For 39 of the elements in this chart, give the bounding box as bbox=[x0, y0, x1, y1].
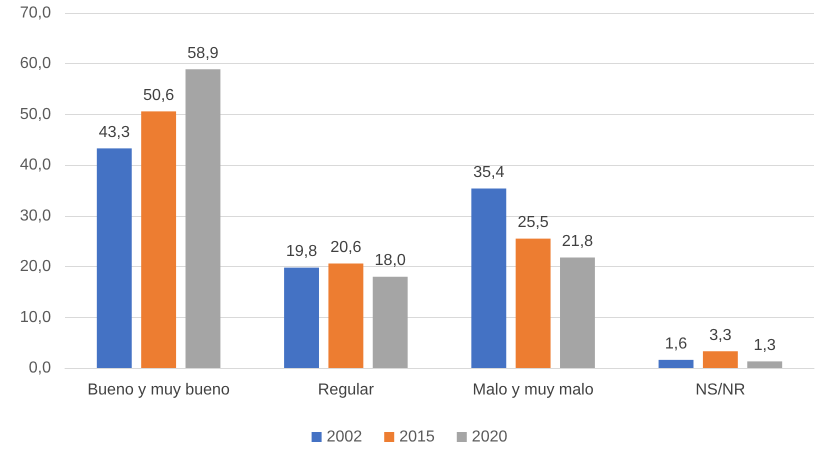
data-label: 43,3 bbox=[98, 124, 130, 141]
x-tick-label: Malo y muy malo bbox=[472, 382, 594, 398]
bar bbox=[560, 257, 595, 368]
data-label: 58,9 bbox=[187, 44, 219, 62]
data-label: 50,6 bbox=[143, 86, 174, 104]
bar bbox=[516, 238, 551, 368]
x-tick-label: Bueno y muy bueno bbox=[87, 382, 230, 398]
legend-label: 2002 bbox=[326, 428, 362, 446]
bar bbox=[702, 351, 738, 368]
x-tick-label: NS/NR bbox=[695, 382, 746, 398]
y-tick-label: 40,0 bbox=[20, 156, 52, 174]
data-label: 19,8 bbox=[286, 243, 318, 260]
y-tick-label: 20,0 bbox=[20, 258, 52, 276]
data-label: 1,6 bbox=[664, 335, 688, 352]
bar bbox=[658, 360, 694, 368]
data-label: 18,0 bbox=[374, 252, 406, 270]
bar bbox=[141, 111, 176, 368]
bar bbox=[747, 361, 782, 368]
data-label: 25,5 bbox=[518, 214, 549, 232]
y-tick-label: 60,0 bbox=[20, 55, 52, 72]
bar bbox=[372, 276, 408, 368]
legend-label: 2020 bbox=[472, 428, 508, 446]
bar bbox=[96, 148, 132, 368]
bar bbox=[284, 268, 319, 368]
y-tick-label: 30,0 bbox=[20, 207, 52, 224]
data-label: 1,3 bbox=[754, 336, 776, 354]
data-label: 3,3 bbox=[709, 326, 732, 344]
bar bbox=[471, 188, 506, 368]
data-label: 35,4 bbox=[473, 164, 504, 181]
bar bbox=[186, 69, 220, 368]
y-tick-label: 10,0 bbox=[20, 308, 52, 326]
x-tick-label: Regular bbox=[318, 382, 375, 398]
y-tick-label: 0,0 bbox=[28, 360, 52, 376]
bar bbox=[328, 264, 364, 368]
y-tick-label: 70,0 bbox=[20, 4, 52, 22]
data-label: 20,6 bbox=[330, 239, 362, 256]
data-label: 21,8 bbox=[562, 232, 594, 250]
legend-label: 2015 bbox=[399, 428, 435, 446]
y-tick-label: 50,0 bbox=[20, 106, 52, 123]
